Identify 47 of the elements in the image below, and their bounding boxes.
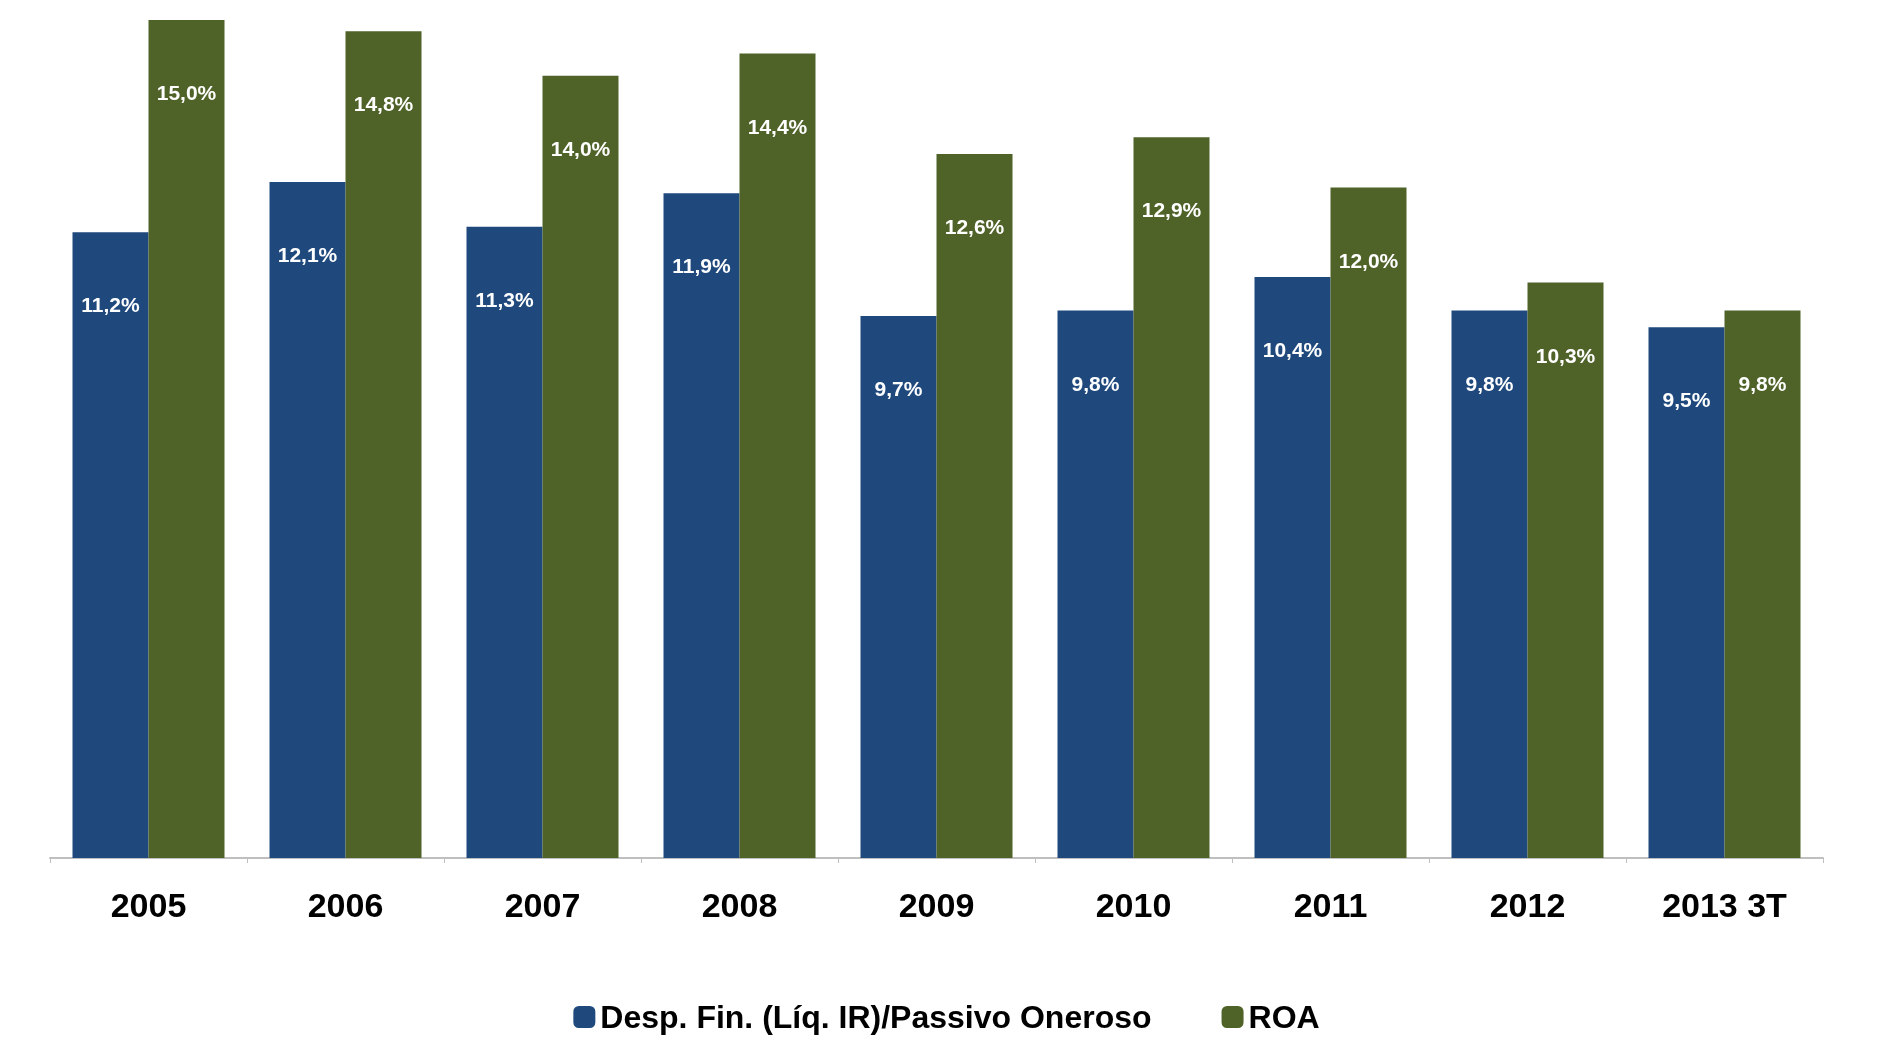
x-tick-label: 2008 [701,886,778,924]
x-tick-label: 2012 [1489,886,1566,924]
bar [739,53,816,858]
data-label: 14,4% [747,114,808,138]
bar [269,182,346,858]
bar [542,75,619,858]
bar [1451,310,1528,858]
legend-label: Desp. Fin. (Líq. IR)/Passivo Oneroso [600,999,1152,1035]
bar [1057,310,1134,858]
data-label: 12,1% [277,243,338,267]
bar [936,154,1013,858]
data-label: 15,0% [156,81,217,104]
data-label: 9,8% [1071,371,1120,395]
data-label: 9,8% [1465,371,1514,395]
bar [148,20,225,858]
bar [466,226,543,858]
bar [1724,310,1801,858]
data-label: 12,6% [944,215,1005,239]
x-tick-label: 2007 [504,886,581,924]
data-label: 11,2% [81,293,141,317]
data-label: 9,8% [1738,371,1787,395]
legend-label: ROA [1248,999,1320,1035]
x-tick-label: 2011 [1293,886,1368,924]
bar [1527,282,1604,858]
bar [72,232,149,858]
bar [1330,187,1407,858]
data-label: 14,8% [353,92,414,116]
data-label: 12,0% [1338,248,1399,272]
x-tick-label: 2005 [110,886,187,924]
data-label: 10,3% [1535,343,1596,367]
bar [663,193,740,858]
bar [1254,276,1331,858]
x-tick-label: 2009 [898,886,975,924]
bar [1133,137,1210,858]
data-label: 11,9% [672,254,732,278]
data-label: 11,3% [475,287,535,311]
data-label: 14,0% [550,136,611,160]
data-label: 12,9% [1141,198,1202,222]
bar [860,316,937,858]
data-label: 9,5% [1662,388,1711,412]
x-tick-label: 2013 3T [1662,886,1788,924]
x-tick-label: 2010 [1095,886,1172,924]
bar [1648,327,1725,858]
data-label: 9,7% [874,377,923,401]
data-label: 10,4% [1262,337,1323,361]
x-tick-label: 2006 [307,886,384,924]
bar [345,31,422,858]
